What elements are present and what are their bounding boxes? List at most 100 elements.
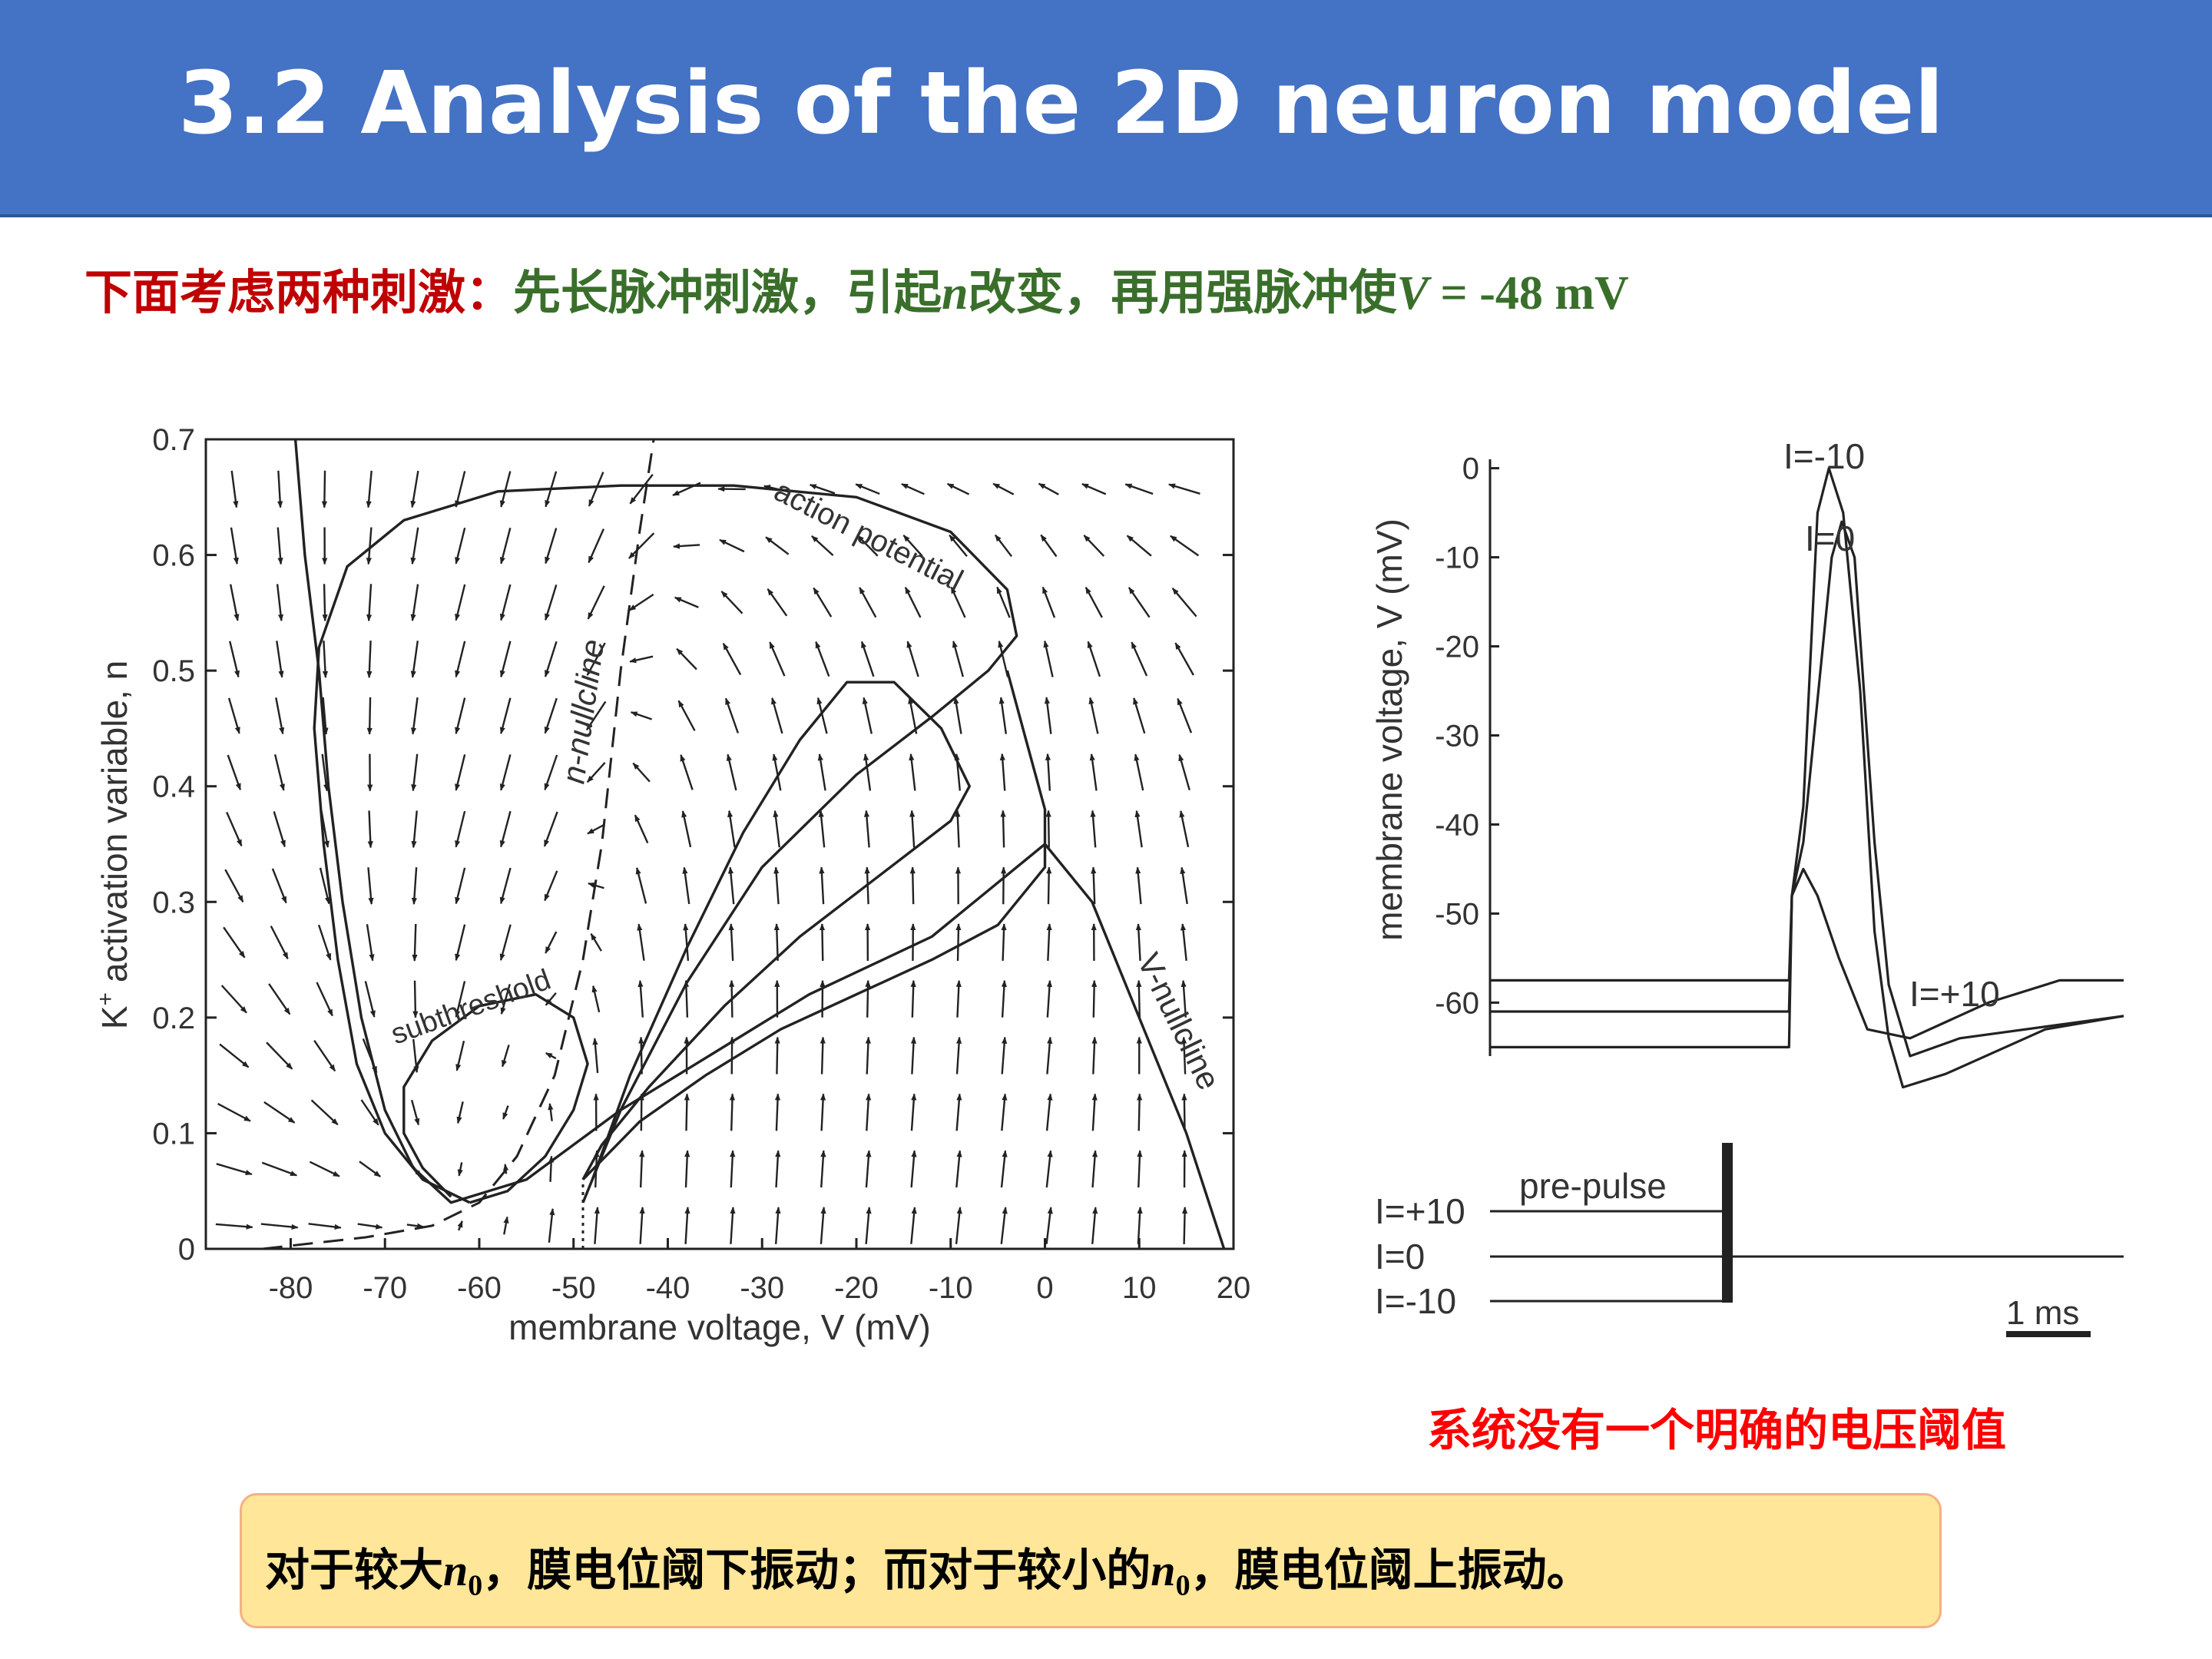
field-arrow-277 — [1084, 586, 1103, 618]
field-arrow-39 — [322, 584, 328, 622]
field-arrow-188 — [819, 866, 825, 905]
field-arrow-127 — [639, 1150, 645, 1188]
field-arrow-253 — [1045, 1150, 1053, 1188]
scale-bar-label: 1 ms — [2006, 1294, 2079, 1332]
trace-y-tick-label-2: -20 — [1435, 631, 1479, 664]
field-arrow-134 — [632, 762, 651, 783]
field-arrow-184 — [820, 1093, 826, 1131]
field-arrow-140 — [684, 1207, 690, 1244]
field-arrow-160 — [727, 866, 735, 905]
field-arrow-129 — [638, 1036, 644, 1075]
field-arrow-86 — [502, 1105, 509, 1120]
field-arrow-3 — [219, 1043, 250, 1068]
field-arrow-284 — [1136, 979, 1142, 1018]
field-arrow-29 — [309, 1161, 340, 1177]
field-arrow-144 — [683, 979, 690, 1018]
field-arrow-147 — [681, 810, 692, 848]
field-arrow-237 — [946, 482, 970, 495]
field-arrow-109 — [545, 584, 558, 621]
field-arrow-181 — [763, 485, 791, 493]
conclusion-box: 对于较大n0，膜电位阈下振动；而对于较小的n0，膜电位阈上振动。 — [240, 1493, 1942, 1628]
field-arrow-102 — [545, 992, 557, 1006]
field-arrow-42 — [357, 1223, 383, 1230]
field-arrow-193 — [813, 587, 833, 618]
curve-action_potential — [313, 484, 1018, 1204]
field-arrow-138 — [628, 532, 655, 559]
field-arrow-239 — [1000, 1150, 1008, 1188]
field-arrow-287 — [1134, 810, 1143, 848]
field-arrow-281 — [1137, 1150, 1143, 1188]
trace-label-i-plus10: I=+10 — [1909, 974, 2000, 1014]
field-arrow-165 — [720, 591, 743, 614]
field-arrow-83 — [455, 471, 466, 508]
field-arrow-255 — [1046, 1036, 1053, 1075]
field-arrow-12 — [230, 527, 239, 565]
field-arrow-278 — [1083, 535, 1105, 557]
field-arrow-218 — [909, 753, 916, 791]
field-arrow-298 — [1181, 979, 1187, 1018]
field-arrow-146 — [682, 866, 690, 905]
field-arrow-175 — [773, 810, 780, 848]
field-arrow-200 — [865, 979, 871, 1018]
field-arrow-51 — [366, 697, 373, 735]
field-arrow-122 — [586, 642, 606, 676]
field-arrow-73 — [455, 1040, 465, 1071]
trace-series-2 — [1490, 867, 2124, 1040]
field-arrow-154 — [730, 1207, 736, 1244]
field-arrow-168 — [774, 1207, 781, 1244]
curve-lower_branch — [581, 670, 1047, 1181]
field-arrow-220 — [906, 641, 919, 677]
field-arrow-240 — [1001, 1093, 1008, 1131]
subtitle-step2: 改变，再用强脉冲使 — [968, 264, 1397, 320]
field-arrow-243 — [1001, 923, 1007, 962]
field-arrow-203 — [863, 810, 870, 848]
stim-level-label-0: I=+10 — [1375, 1191, 1465, 1231]
field-arrow-137 — [628, 593, 654, 611]
phase-curves — [262, 439, 1226, 1249]
field-arrow-107 — [544, 697, 558, 734]
field-arrow-106 — [544, 754, 558, 791]
field-arrow-54 — [366, 527, 373, 565]
field-arrow-24 — [276, 641, 284, 678]
field-arrow-264 — [1040, 534, 1058, 558]
stim-level-label-1: I=0 — [1375, 1237, 1425, 1277]
trace-y-tick-label-1: -10 — [1435, 541, 1479, 575]
vector-field — [215, 470, 1200, 1244]
trace-label-i-minus10: I=-10 — [1783, 436, 1865, 476]
field-arrow-64 — [411, 753, 419, 792]
field-arrow-70 — [457, 1220, 463, 1231]
field-arrow-92 — [499, 754, 512, 791]
field-arrow-213 — [910, 1036, 917, 1075]
field-arrow-272 — [1091, 866, 1097, 905]
field-arrow-136 — [629, 655, 654, 664]
field-arrow-7 — [226, 811, 243, 847]
field-arrow-105 — [543, 811, 558, 847]
voltage-trace-chart: 0 -10 -20 -30 -40 -50 -60 membrane voltage, V (… — [1369, 436, 2124, 1337]
subtitle-var-v: V — [1396, 267, 1429, 320]
field-arrow-224 — [955, 1207, 962, 1244]
field-arrow-273 — [1090, 810, 1097, 848]
field-arrow-183 — [820, 1150, 826, 1188]
field-arrow-235 — [950, 586, 966, 618]
field-arrow-241 — [1001, 1036, 1008, 1075]
conclusion-sub1: 0 — [468, 1569, 483, 1602]
field-arrow-116 — [591, 985, 601, 1013]
field-arrow-212 — [910, 1093, 917, 1131]
field-arrow-304 — [1174, 642, 1194, 676]
field-arrow-180 — [765, 536, 790, 555]
subtitle-intro: 下面考虑两种刺激： — [84, 264, 514, 320]
field-arrow-121 — [586, 700, 607, 731]
field-arrow-162 — [726, 753, 737, 791]
field-arrow-263 — [1041, 586, 1056, 618]
field-arrow-170 — [774, 1093, 781, 1131]
field-arrow-225 — [955, 1150, 962, 1188]
field-arrow-261 — [1044, 697, 1052, 734]
field-arrow-282 — [1137, 1093, 1143, 1131]
field-arrow-305 — [1171, 588, 1197, 618]
field-arrow-133 — [634, 814, 649, 844]
field-arrow-125 — [588, 472, 604, 507]
field-arrow-236 — [949, 535, 968, 558]
field-arrow-89 — [499, 924, 512, 962]
curve-large_loop — [581, 680, 971, 1181]
field-arrow-223 — [901, 483, 925, 495]
